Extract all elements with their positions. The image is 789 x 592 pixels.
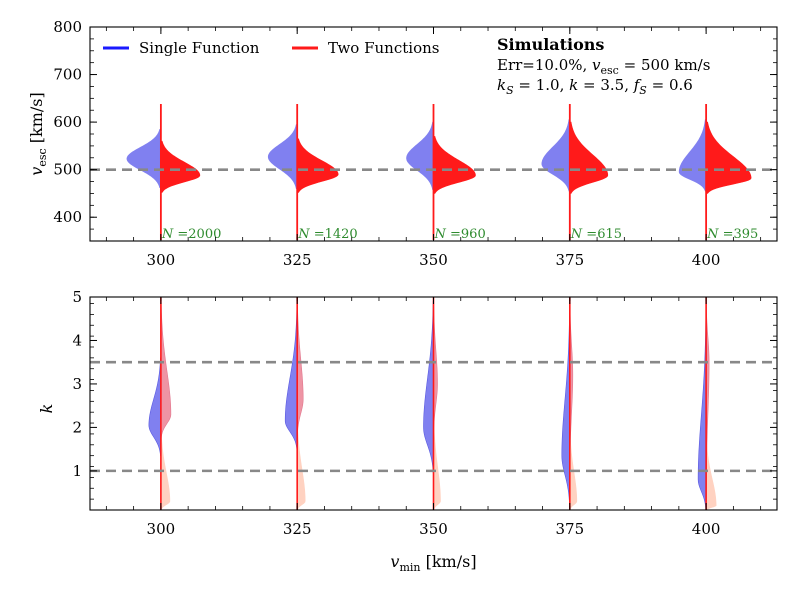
info-box: Simulations Err=10.0%, vesc = 500 km/skS … (497, 35, 710, 97)
violin-two-functions (296, 138, 339, 193)
sample-size-label: N =2000 (161, 227, 221, 242)
violin-two-functions-kS (296, 418, 306, 510)
x-tick-label: 350 (419, 520, 448, 538)
sample-size-label: N =960 (434, 227, 486, 242)
violin-single-function (406, 121, 434, 190)
y-tick-label: 600 (53, 113, 82, 131)
violin-two-functions-k (160, 301, 172, 439)
y-tick-label: 400 (53, 208, 82, 226)
y-tick-label: 3 (72, 375, 82, 393)
info-line-1: Err=10.0%, vesc = 500 km/s (497, 56, 710, 77)
info-title: Simulations (497, 35, 604, 54)
x-tick-label: 300 (147, 251, 176, 269)
violin-single-function (284, 309, 298, 450)
sample-size-label: N =395 (706, 227, 758, 242)
violin-two-functions (705, 121, 752, 194)
violin-group-350: N =960 (406, 104, 486, 242)
violin-group-375 (561, 297, 578, 510)
y-tick-label: 4 (72, 331, 82, 349)
top-panel: N =2000 N =1420 N =960 N =615 N =395 400 500 60… (27, 18, 778, 269)
violin-two-functions (160, 140, 201, 193)
legend-label: Single Function (139, 39, 260, 57)
violin-single-function (541, 119, 571, 192)
y-tick-label: 2 (72, 418, 82, 436)
y-tick-label: 800 (53, 18, 82, 36)
x-tick-label: 300 (147, 520, 176, 538)
y-tick-label: 700 (53, 66, 82, 84)
violin-group-325 (284, 297, 306, 510)
violin-group-350 (423, 297, 441, 510)
violin-group-400 (697, 297, 717, 510)
y-tick-label: 1 (72, 462, 82, 480)
info-line-2: kS = 1.0, k = 3.5, fS = 0.6 (497, 76, 693, 97)
violin-two-functions-kS (160, 427, 171, 510)
top-plot-area: N =2000 N =1420 N =960 N =615 N =395 (126, 104, 758, 242)
violin-group-325: N =1420 (267, 104, 358, 242)
violin-two-functions (569, 121, 609, 194)
x-axis-label: vmin [km/s] (390, 552, 476, 574)
x-tick-label: 400 (692, 251, 721, 269)
x-tick-label: 350 (419, 251, 448, 269)
violin-two-functions-k (296, 297, 304, 437)
x-tick-label: 375 (555, 251, 584, 269)
violin-group-400: N =395 (678, 104, 758, 242)
violin-single-function (267, 124, 298, 189)
sample-size-label: N =615 (570, 227, 622, 242)
violin-group-375: N =615 (541, 104, 622, 242)
violin-single-function (697, 314, 707, 510)
violin-group-300 (148, 297, 172, 510)
violin-two-functions-kS (705, 435, 717, 510)
y-axis-label: k (37, 404, 56, 414)
violin-single-function (423, 301, 434, 474)
bottom-panel: 1 2 3 4 5 300 325 350 375 400 k vmin [km/s] (37, 288, 778, 574)
violin-single-function (678, 119, 707, 192)
violin-two-functions-kS (569, 427, 578, 510)
violin-single-function (148, 357, 162, 456)
x-tick-label: 325 (283, 251, 312, 269)
legend-label: Two Functions (328, 39, 439, 57)
bottom-plot-area (148, 297, 717, 510)
violin-single-function (561, 309, 571, 506)
violin-group-300: N =2000 (126, 104, 221, 242)
x-tick-label: 375 (555, 520, 584, 538)
x-tick-label: 400 (692, 520, 721, 538)
violin-two-functions-kS (433, 414, 441, 510)
y-tick-label: 5 (72, 288, 82, 306)
violin-two-functions (433, 136, 476, 194)
sample-size-label: N =1420 (297, 227, 357, 242)
x-tick-label: 325 (283, 520, 312, 538)
legend: Single Function Two Functions (103, 39, 439, 57)
y-tick-label: 500 (53, 161, 82, 179)
y-axis-label: vesc [km/s] (27, 92, 49, 175)
violin-single-function (126, 128, 162, 189)
